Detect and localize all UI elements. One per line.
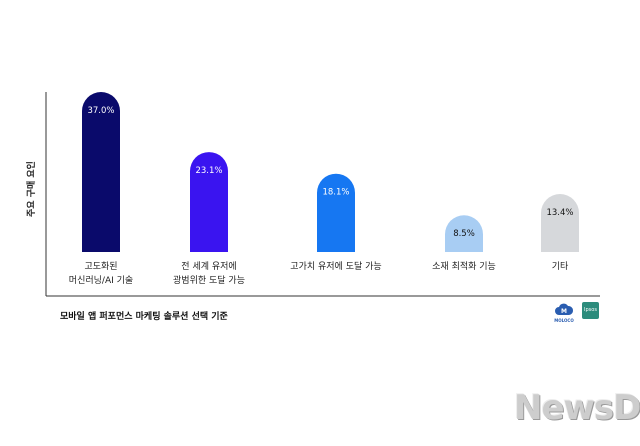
y-axis-label: 주요 구매 요인: [27, 161, 37, 217]
bar-5: [541, 194, 579, 252]
bar-value-label-1: 37.0%: [87, 106, 114, 116]
x-tick-label-2: 전 세계 유저에 광범위한 도달 가능: [173, 262, 245, 286]
x-tick-label-4: 소재 최적화 기능: [432, 262, 496, 272]
chart-footnote: 모바일 앱 퍼포먼스 마케팅 솔루션 선택 기준: [60, 312, 228, 322]
svg-text:M: M: [561, 308, 567, 315]
ipsos-logo-text: Ipsos: [584, 307, 597, 313]
bar-value-label-3: 18.1%: [322, 188, 349, 198]
bar-3: [317, 173, 355, 252]
bar-value-label-5: 13.4%: [546, 208, 573, 218]
bar-2: [190, 152, 228, 252]
x-tick-label-1: 고도화된 머신러닝/AI 기술: [68, 262, 134, 286]
bar-1: [82, 92, 120, 252]
x-tick-label-5: 기타: [551, 262, 569, 272]
moloco-logo-text: MOLOCO: [554, 318, 574, 323]
bar-4: [445, 215, 483, 252]
bar-value-label-2: 23.1%: [195, 166, 222, 176]
x-tick-label-3: 고가치 유저에 도달 가능: [290, 262, 382, 272]
newsda-watermark: NewsDa: [514, 388, 640, 428]
moloco-logo: M: [554, 301, 574, 321]
ipsos-logo: [582, 302, 599, 319]
bar-value-label-4: 8.5%: [453, 229, 475, 239]
